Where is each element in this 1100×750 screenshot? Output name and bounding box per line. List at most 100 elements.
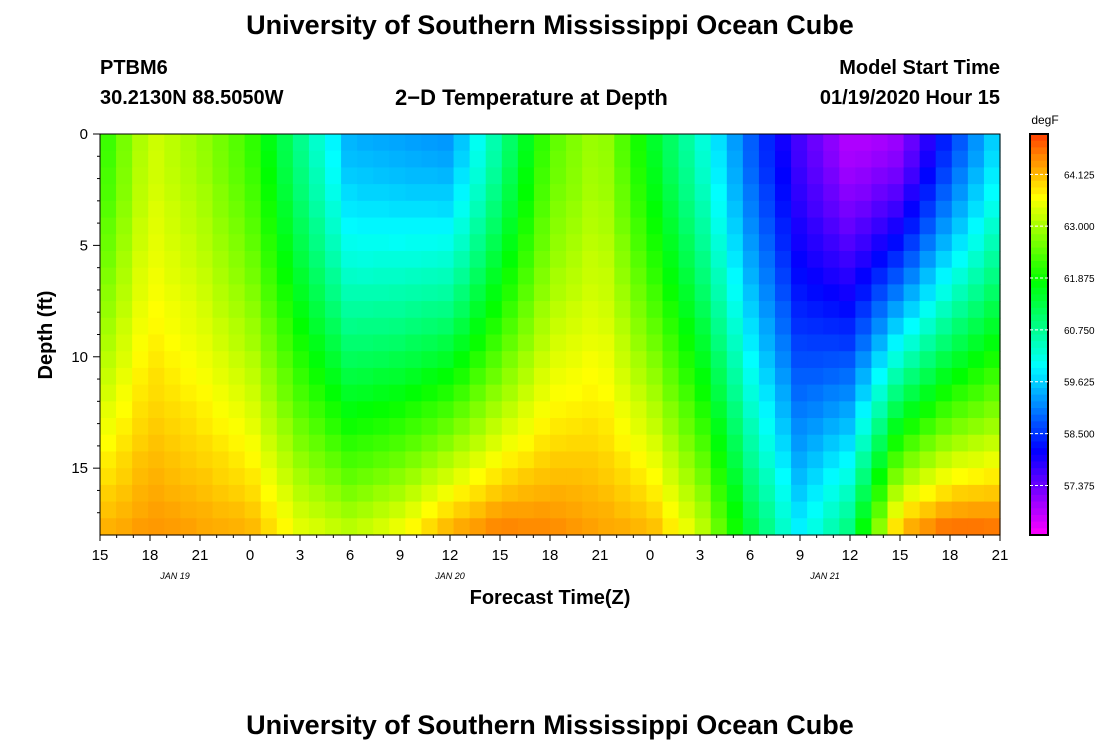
heatmap-cell [775, 468, 792, 486]
heatmap-cell [839, 250, 856, 269]
y-tick-label: 15 [71, 460, 88, 477]
heatmap-cell [903, 267, 921, 285]
heatmap-cell [662, 317, 680, 336]
colorbar-tick-label: 63.000 [1064, 222, 1095, 233]
heatmap-cell [775, 184, 792, 202]
heatmap-cell [244, 284, 262, 302]
x-tick-label: 12 [842, 547, 859, 564]
heatmap-cell [630, 150, 648, 169]
heatmap-cell [775, 250, 792, 269]
heatmap-cell [260, 317, 278, 336]
heatmap-cell [405, 217, 423, 235]
colorbar-segment [1030, 281, 1048, 289]
heatmap-cell [485, 451, 503, 469]
heatmap-cell [726, 351, 744, 369]
heatmap-cell [148, 367, 165, 386]
heatmap-cell [935, 484, 953, 503]
heatmap-cell [662, 501, 680, 519]
heatmap-cell [453, 334, 471, 352]
heatmap-cell [485, 184, 503, 202]
heatmap-cell [903, 484, 921, 503]
heatmap-cell [228, 451, 246, 469]
date-label: JAN 21 [809, 571, 840, 581]
heatmap-cell [196, 284, 214, 302]
heatmap-cell [903, 518, 921, 536]
heatmap-cell [164, 451, 181, 469]
heatmap-cell [726, 401, 744, 419]
heatmap-cell [132, 367, 149, 386]
heatmap-cell [405, 351, 423, 369]
colorbar-segment [1030, 160, 1048, 169]
heatmap-cell [775, 217, 792, 235]
heatmap-cell [389, 501, 406, 519]
heatmap-cell [855, 351, 873, 369]
heatmap-cell [566, 384, 583, 402]
heatmap-cell [871, 334, 889, 352]
colorbar-segment [1030, 468, 1048, 476]
footer-title: University of Southern Mississippi Ocean… [246, 710, 854, 740]
heatmap-cell [582, 267, 599, 285]
heatmap-cell [951, 468, 969, 486]
heatmap-cell [405, 301, 423, 319]
heatmap-cell [935, 267, 953, 285]
heatmap-cell [566, 200, 583, 219]
heatmap-cell [164, 518, 181, 536]
heatmap-cell [983, 334, 1001, 352]
heatmap-cell [164, 484, 181, 503]
heatmap-cell [935, 150, 953, 169]
heatmap-cell [951, 384, 969, 402]
heatmap-cell [550, 234, 567, 252]
heatmap-cell [308, 167, 326, 185]
heatmap-cell [373, 267, 390, 285]
heatmap-cell [871, 134, 889, 152]
heatmap-cell [919, 217, 937, 235]
colorbar-segment [1030, 494, 1048, 503]
heatmap-cell [132, 468, 149, 486]
heatmap-cell [180, 334, 198, 352]
heatmap-cell [678, 217, 696, 235]
heatmap-cell [276, 401, 294, 419]
heatmap-cell [582, 501, 599, 519]
heatmap-cell [823, 250, 840, 269]
heatmap-cell [823, 518, 840, 536]
heatmap-cell [678, 317, 696, 336]
heatmap-cell [598, 501, 615, 519]
colorbar-segment [1030, 488, 1048, 496]
heatmap-cell [389, 451, 406, 469]
heatmap-cell [501, 284, 519, 302]
heatmap-cell [533, 418, 551, 436]
heatmap-cell [100, 301, 117, 319]
heatmap-cell [646, 367, 664, 386]
heatmap-cell [116, 167, 133, 185]
heatmap-cell [260, 234, 278, 252]
heatmap-cell [823, 401, 840, 419]
heatmap-cell [614, 401, 631, 419]
heatmap-cell [598, 217, 615, 235]
heatmap-cell [582, 250, 599, 269]
heatmap-cell [308, 150, 326, 169]
heatmap-cell [373, 334, 390, 352]
heatmap-cell [485, 484, 503, 503]
heatmap-cell [148, 250, 165, 269]
heatmap-cell [951, 134, 969, 152]
heatmap-cell [807, 167, 824, 185]
heatmap-cell [823, 267, 840, 285]
x-tick-label: 12 [442, 547, 459, 564]
heatmap-cell [373, 167, 390, 185]
heatmap-cell [903, 384, 921, 402]
heatmap-cell [566, 267, 583, 285]
colorbar-segment [1030, 167, 1048, 175]
y-axis-label: Depth (ft) [35, 291, 57, 380]
heatmap-cell [180, 518, 198, 536]
heatmap-cell [180, 167, 198, 185]
heatmap-cell [582, 217, 599, 235]
heatmap-cell [598, 301, 615, 319]
heatmap-cell [276, 317, 294, 336]
heatmap-cell [903, 200, 921, 219]
heatmap-cell [646, 434, 664, 453]
heatmap-cell [453, 301, 471, 319]
heatmap-cell [630, 184, 648, 202]
heatmap-cell [373, 501, 390, 519]
heatmap-cell [951, 267, 969, 285]
heatmap-cell [373, 184, 390, 202]
